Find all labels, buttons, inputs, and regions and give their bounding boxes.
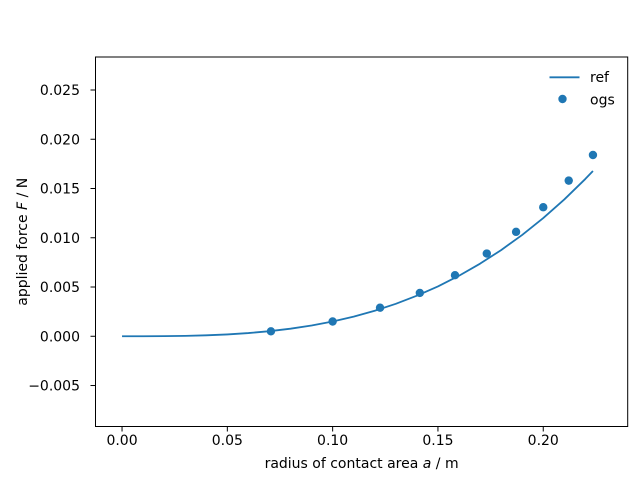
- legend-ogs-label: ogs: [590, 93, 615, 109]
- legend: ref ogs: [549, 70, 615, 109]
- ogs-marker: [450, 270, 460, 280]
- y-tick-label: 0.010: [40, 231, 80, 247]
- legend-ref-label: ref: [590, 70, 610, 86]
- y-tick-label: 0.015: [40, 182, 80, 198]
- x-tick-label: 0.20: [528, 433, 559, 449]
- ogs-marker: [539, 203, 548, 212]
- x-tick-label: 0.05: [212, 433, 243, 449]
- ogs-marker: [511, 227, 521, 237]
- x-tick-label: 0.10: [317, 433, 348, 449]
- y-tick-label: 0.025: [40, 83, 80, 99]
- ogs-marker: [482, 249, 491, 258]
- x-tick-label: 0.00: [106, 433, 137, 449]
- y-tick-label: 0.005: [40, 280, 80, 296]
- ogs-marker: [328, 317, 337, 326]
- ogs-marker: [415, 288, 425, 298]
- x-axis: 0.00 0.05 0.10 0.15 0.20: [106, 426, 559, 449]
- axes-frame: [95, 56, 629, 427]
- y-tick-label: 0.020: [40, 132, 80, 148]
- y-axis: −0.005 0.000 0.005 0.010 0.015 0.020 0.025: [28, 83, 96, 395]
- ref-curve: [122, 170, 594, 338]
- y-axis-label: applied force F / N: [15, 178, 31, 306]
- y-tick-label: −0.005: [28, 379, 80, 395]
- x-axis-label: radius of contact area a / m: [265, 456, 459, 472]
- plot-series: [122, 150, 598, 338]
- ogs-marker: [375, 303, 385, 312]
- y-tick-label: 0.000: [40, 329, 80, 345]
- ogs-marker: [588, 150, 598, 160]
- x-tick-label: 0.15: [422, 433, 453, 449]
- ogs-marker: [266, 327, 276, 336]
- legend-marker-sample-icon: [558, 94, 567, 104]
- ogs-marker: [564, 176, 573, 185]
